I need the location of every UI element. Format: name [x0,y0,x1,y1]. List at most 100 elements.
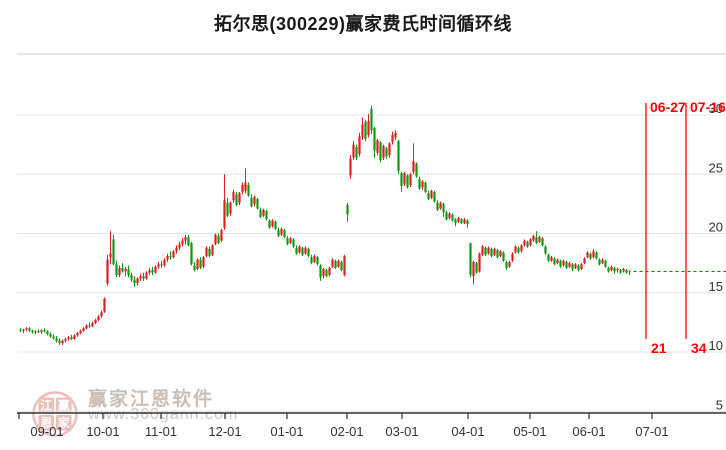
candle-body [352,144,355,158]
candle-body [559,260,562,267]
candle-body [49,334,52,337]
candle-body [187,237,190,246]
candlestick-series [19,105,631,345]
y-axis-label-20: 20 [709,220,723,235]
candle-body [541,238,544,246]
candle-body [400,173,403,187]
candle-body [217,235,220,243]
candle-body [211,245,214,255]
seal-square [56,415,72,431]
candle-body [484,247,487,255]
candle-body [247,184,250,196]
candle-body [64,339,67,341]
candle-body [412,161,415,172]
candle-body [343,256,346,275]
candle-body [463,219,466,223]
candle-body [361,124,364,138]
candle-body [238,193,241,203]
candle-body [445,212,448,220]
candle-body [388,143,391,156]
candle-body [472,261,475,277]
candle-body [331,259,334,267]
candle-body [250,197,253,207]
candle-body [295,247,298,254]
candle-body [85,325,88,329]
candle-body [193,265,196,271]
candle-body [514,246,517,253]
candle-body [616,269,619,271]
candle-body [127,269,130,275]
candle-body [70,337,73,339]
candle-body [589,253,592,259]
seal-char: 家 [58,415,71,430]
candle-body [322,269,325,277]
candle-body [46,331,49,335]
x-axis-label-01-01: 01-01 [270,424,303,439]
candle-body [493,248,496,255]
candle-body [364,122,367,139]
candle-body [76,333,79,336]
candle-body [262,209,265,216]
candle-body [43,330,46,332]
candle-body [316,257,319,265]
candle-body [148,270,151,273]
seal-square [38,397,54,413]
candle-body [73,335,76,339]
candle-body [340,261,343,271]
seal-ring [32,391,78,437]
candle-body [199,259,202,268]
candle-body [442,203,445,213]
candle-body [475,263,478,273]
candle-body [184,237,187,241]
candle-body [271,220,274,227]
candle-body [319,265,322,278]
candle-body [208,248,211,256]
candle-body [490,248,493,256]
candle-body [286,238,289,245]
candle-body [436,202,439,210]
candle-body [19,329,22,331]
candle-body [460,219,463,223]
candle-body [520,245,523,252]
candle-body [415,163,418,177]
candle-body [259,209,262,217]
candle-body [160,264,163,266]
candle-body [610,266,613,271]
candle-body [145,272,148,279]
candle-body [130,275,133,280]
candle-body [169,256,172,258]
candle-body [151,270,154,273]
candle-body [379,142,382,161]
gann-seal-logo-icon: 江赢恩家 [32,391,78,437]
candle-body [538,237,541,242]
candle-body [505,261,508,268]
seal-square [56,397,72,413]
candle-body [232,192,235,201]
candle-body [133,279,136,284]
candle-body [154,266,157,273]
candle-body [601,259,604,264]
candle-body [244,182,247,191]
candle-body [106,259,109,284]
candle-body [598,259,601,265]
seal-char: 江 [40,398,52,413]
candle-body [457,218,460,222]
candle-body [370,109,373,131]
candle-body [196,259,199,270]
candle-body [37,331,40,333]
candle-body [526,241,529,247]
candle-body [496,250,499,258]
candle-body [241,184,244,192]
candle-body [568,263,571,267]
candle-body [481,246,484,255]
candle-body [112,239,115,265]
candle-body [625,270,628,273]
candle-body [202,257,205,267]
candle-body [214,234,217,245]
candle-body [424,182,427,192]
candle-body [574,264,577,268]
candle-body [94,320,97,323]
candle-body [376,139,379,153]
candle-body [454,219,457,223]
